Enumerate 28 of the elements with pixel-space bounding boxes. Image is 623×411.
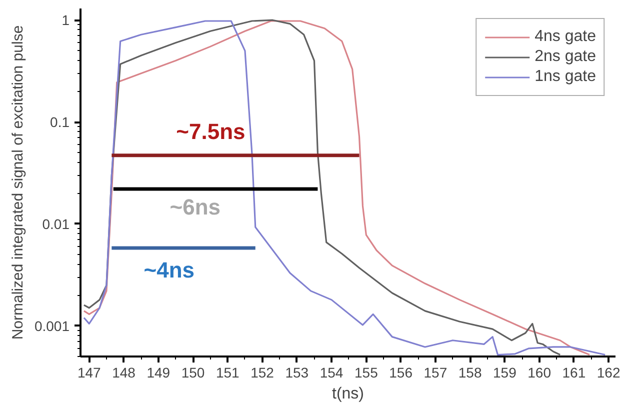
x-tick-label: 156 [389,364,413,380]
annotation: ~6ns [170,194,221,220]
annotation: ~4ns [144,258,195,283]
x-tick-label: 162 [596,364,620,380]
y-tick-label: 0.001 [34,318,70,334]
x-tick-label: 154 [320,364,344,380]
x-tick-label: 153 [285,364,309,380]
x-axis-title: t(ns) [332,386,364,402]
x-tick-label: 158 [458,364,482,380]
y-tick-label: 1 [62,12,70,28]
legend-label: 2ns gate [534,48,596,66]
x-tick-label: 155 [354,364,378,380]
x-tick-label: 160 [528,364,552,380]
y-tick-label: 0.01 [42,216,70,232]
x-tick-label: 149 [146,364,170,380]
x-tick-label: 152 [250,364,274,380]
x-tick-label: 159 [493,364,517,380]
x-tick-label: 148 [112,364,136,380]
annotation: ~7.5ns [176,118,246,144]
x-tick-label: 161 [562,364,586,380]
x-tick-label: 147 [77,364,102,380]
x-tick-label: 151 [216,364,240,380]
legend-label: 4ns gate [534,28,596,46]
y-axis-title: Normalized integrated signal of excitation pulse [9,25,26,340]
legend-label: 1ns gate [534,68,596,86]
x-tick-label: 157 [424,364,448,380]
y-tick-label: 0.1 [50,114,70,130]
x-tick-label: 150 [181,364,205,380]
